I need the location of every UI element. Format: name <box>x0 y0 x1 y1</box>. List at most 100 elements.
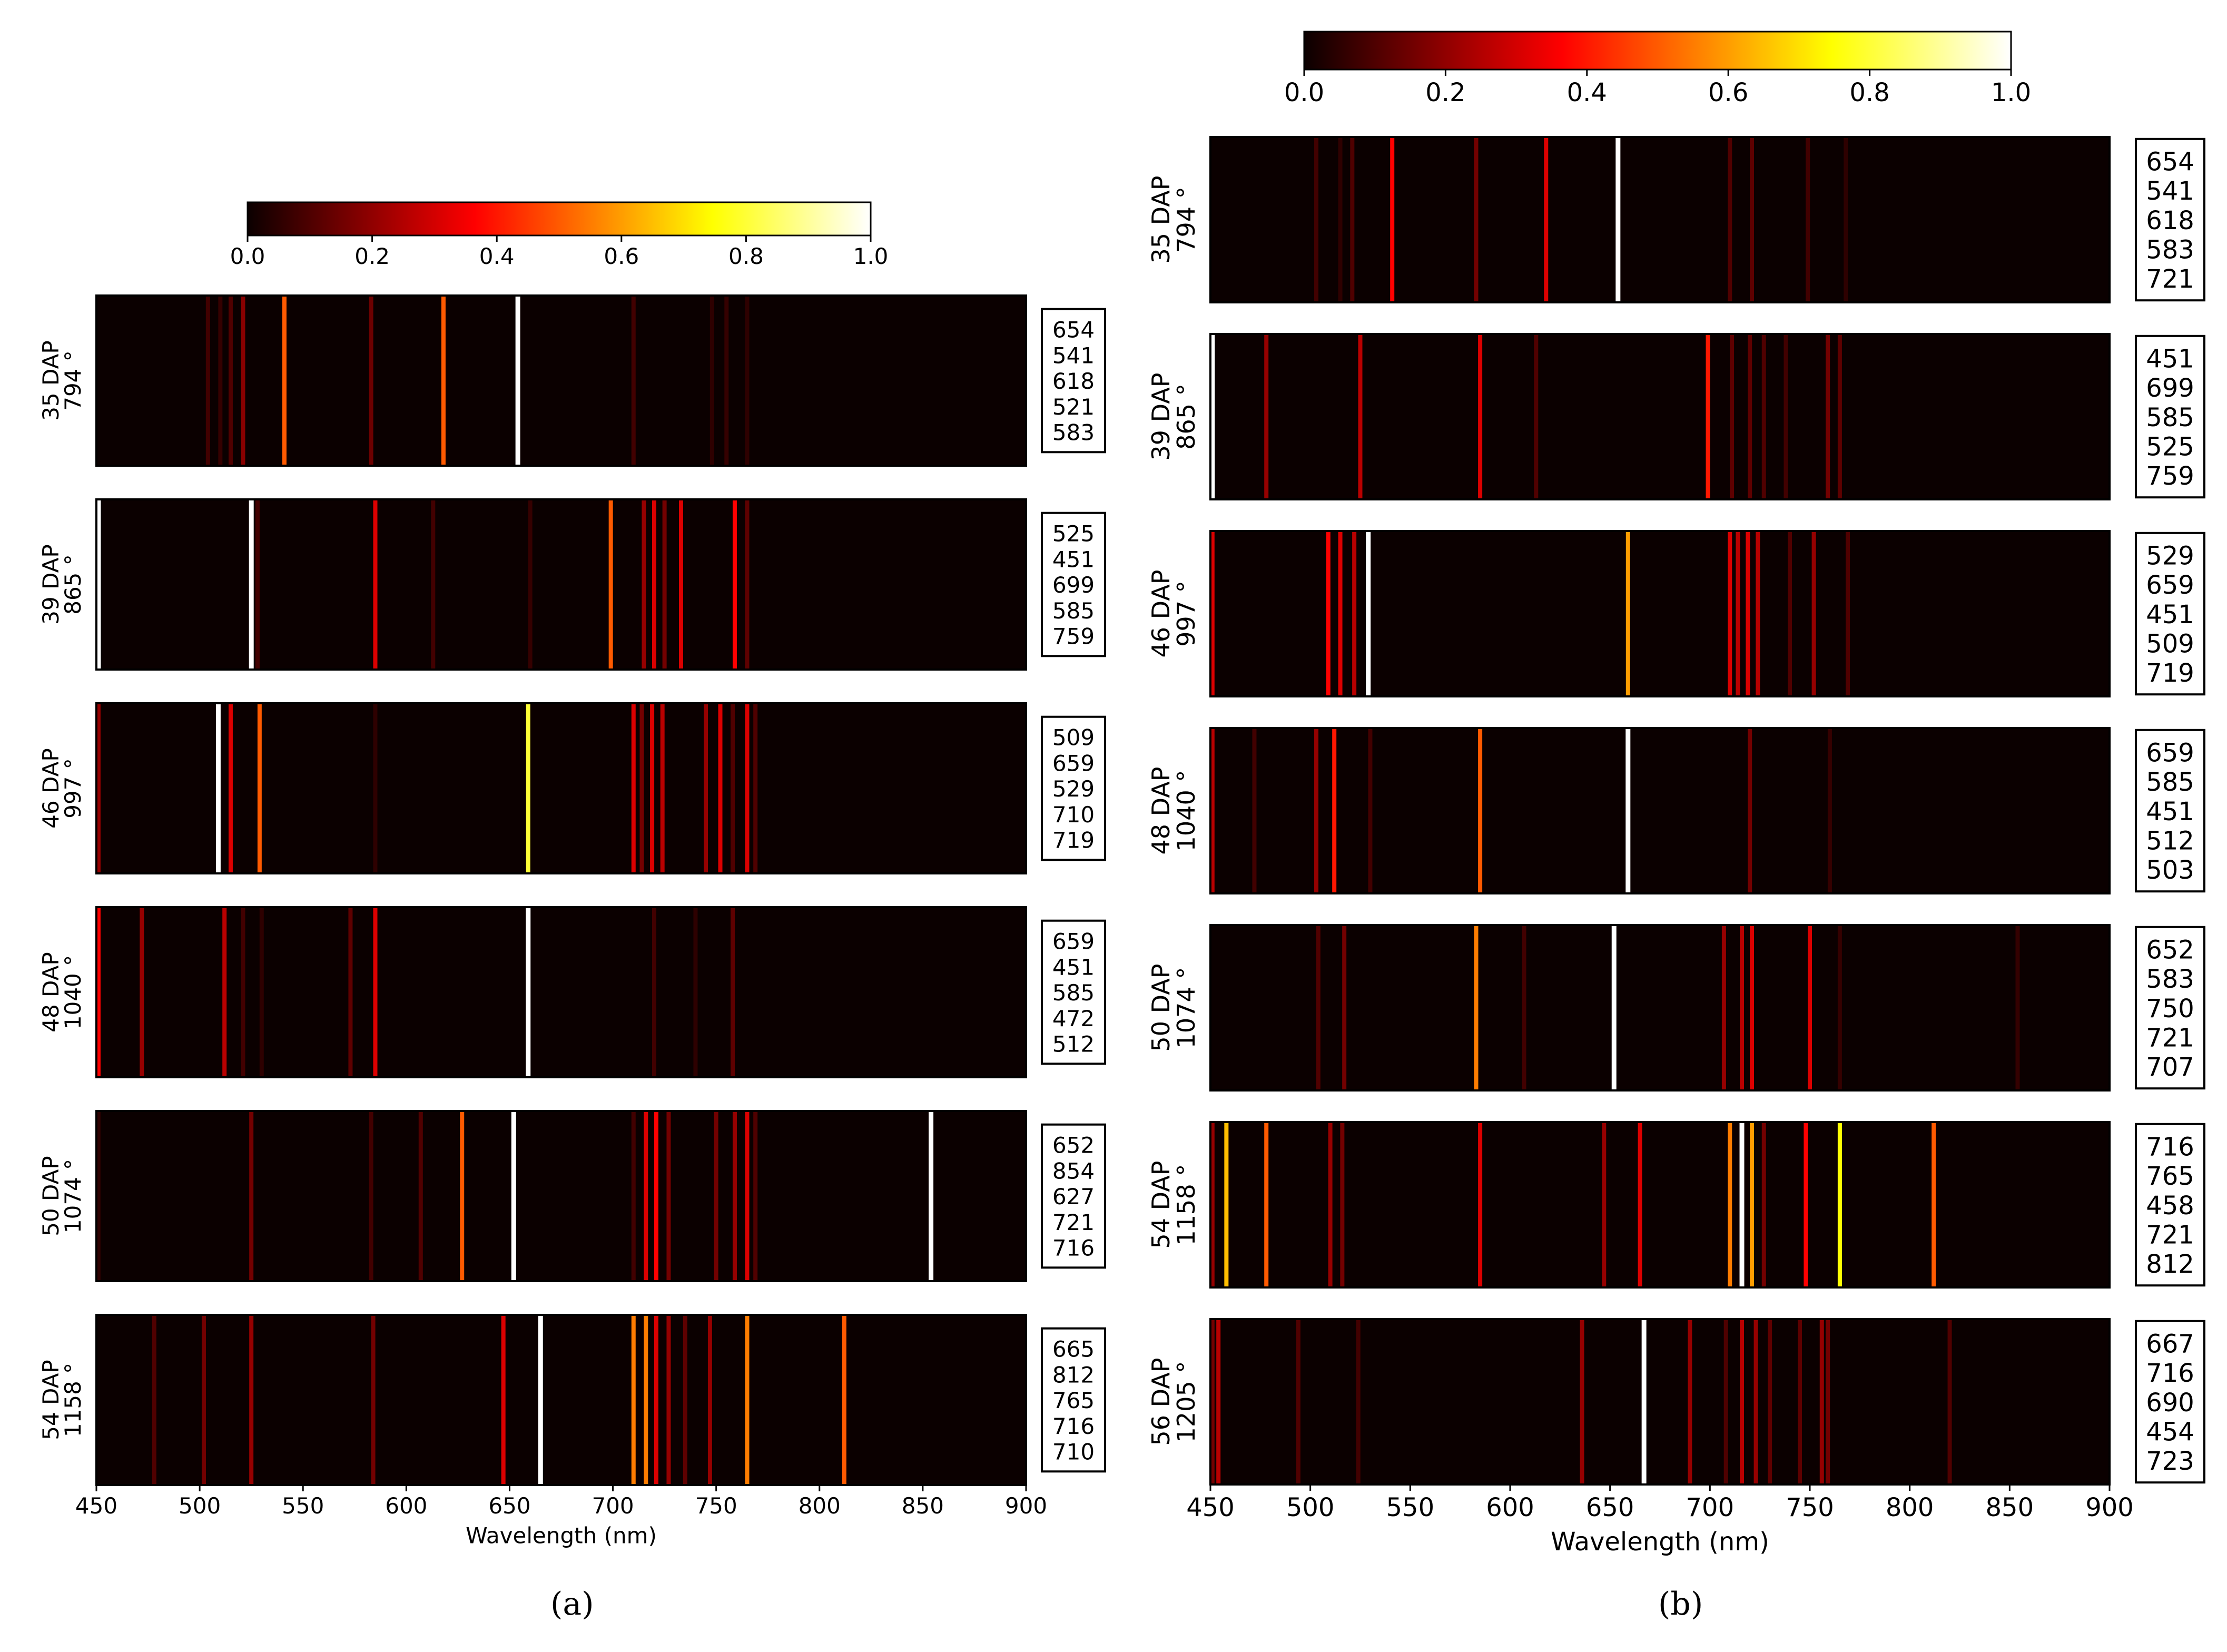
panel-b-x-tick-label: 600 <box>1486 1493 1534 1522</box>
panel-a-x-tick-label: 900 <box>1005 1493 1047 1519</box>
panel-b-row-2-band <box>1728 531 1732 696</box>
panel-a-row-2-band <box>753 703 758 873</box>
panel-b-row-6-band <box>1580 1319 1584 1484</box>
panel-a-row-0-band <box>515 296 520 466</box>
panel-b-x-tick-label: 850 <box>1986 1493 2034 1522</box>
panel-b-colorbar-tick-label: 0.0 <box>1284 78 1324 107</box>
panel-a-row-4-band <box>96 1111 101 1281</box>
panel-a-row-4-top5-value: 716 <box>1052 1235 1095 1261</box>
panel-b-row-1-frame <box>1209 333 2111 500</box>
panel-b-row-0-top5-value: 618 <box>2146 206 2194 235</box>
panel-b-row-0-background <box>1210 137 2110 302</box>
panel-b-row-4-band <box>1316 925 1321 1090</box>
panel-b-colorbar-tick-label: 1.0 <box>1991 78 2031 107</box>
panel-b-row-1-top5-value: 525 <box>2146 432 2194 461</box>
panel-a-row-2-band <box>526 703 530 873</box>
panel-a-row-3-band <box>241 907 245 1077</box>
panel-b-row-6-band <box>1356 1319 1361 1484</box>
panel-a-x-tick-label: 650 <box>488 1493 530 1519</box>
panel-b-row-2-band <box>1756 531 1760 696</box>
panel-b-row-6-band <box>1641 1319 1647 1484</box>
panel-a-row-5-top5-box <box>1041 1327 1106 1473</box>
panel-b-row-6-top5-value: 716 <box>2146 1359 2194 1388</box>
panel-a-colorbar-tick-label: 0.2 <box>354 243 390 269</box>
panel-b-row-3-band <box>1332 728 1337 893</box>
panel-b-colorbar <box>1303 31 2012 71</box>
panel-b-colorbar-tick-label: 0.6 <box>1708 78 1748 107</box>
panel-b-row-2-band <box>1788 531 1792 696</box>
panel-b-row-0-band <box>1844 137 1848 302</box>
panel-a-row-0-band <box>745 296 750 466</box>
panel-a-row-1-band <box>732 499 737 670</box>
panel-b-row-1-label: 39 DAP <box>1147 373 1175 461</box>
panel-b-row-5-band <box>1264 1122 1269 1287</box>
panel-a-row-0-label: 35 DAP <box>38 340 64 420</box>
panel-a-row-4-frame <box>95 1110 1027 1282</box>
panel-a-row-2-band <box>228 703 233 873</box>
panel-b-row-1-top5-value: 759 <box>2146 461 2194 491</box>
panel-b-row-1-band <box>1837 334 1842 499</box>
panel-a-x-axis-label: Wavelength (nm) <box>466 1523 657 1549</box>
panel-b-row-6-band <box>1210 1319 1215 1484</box>
panel-a-row-3-top5-value: 659 <box>1052 929 1095 955</box>
panel-b-row-4-band <box>1749 925 1754 1090</box>
panel-a-row-3-top5-box <box>1041 919 1106 1065</box>
panel-a-row-3-sublabel: 1040 ° <box>60 955 86 1029</box>
panel-a-row-0-band <box>631 296 636 466</box>
panel-a-row-4-top5-value: 652 <box>1052 1133 1095 1158</box>
panel-a-row-3-top5-value: 585 <box>1052 980 1095 1006</box>
panel-b-row-1-band <box>1264 334 1269 499</box>
panel-b-row-5-top5-box <box>2135 1123 2205 1287</box>
panel-b-row-0-band <box>1350 137 1355 302</box>
panel-a-row-5-band <box>249 1315 254 1485</box>
panel-b-row-3-background <box>1210 728 2110 893</box>
panel-b-row-4-frame <box>1209 924 2111 1092</box>
panel-a-row-5-band <box>501 1315 506 1485</box>
panel-b-colorbar-tick-label: 0.2 <box>1425 78 1465 107</box>
panel-a-row-4-top5-value: 721 <box>1052 1210 1095 1235</box>
panel-b-row-0-sublabel: 794 ° <box>1172 186 1200 252</box>
panel-b-row-6-top5-value: 667 <box>2146 1329 2194 1359</box>
panel-b-row-6-sublabel: 1205 ° <box>1172 1361 1200 1443</box>
panel-b-row-4-top5-value: 721 <box>2146 1023 2194 1053</box>
panel-a-row-3-top5-value: 512 <box>1052 1031 1095 1057</box>
panel-a-row-1-band <box>642 499 646 670</box>
panel-a-row-2-top5-value: 710 <box>1052 802 1095 828</box>
panel-a-row-5-background <box>96 1315 1026 1485</box>
panel-b-row-4-band <box>1740 925 1745 1090</box>
panel-a-row-2-band <box>718 703 723 873</box>
panel-a-row-2-band <box>96 703 101 873</box>
panel-b-row-2-band <box>1338 531 1343 696</box>
panel-b-row-6-band <box>1723 1319 1728 1484</box>
panel-a-row-4-band <box>745 1111 750 1281</box>
panel-a-row-5-top5-value: 665 <box>1052 1336 1095 1362</box>
panel-a-row-1-band <box>431 499 436 670</box>
panel-a-colorbar-tick-label: 1.0 <box>853 243 889 269</box>
panel-b-row-2-band <box>1746 531 1750 696</box>
panel-a-x-tick-label: 500 <box>179 1493 221 1519</box>
panel-b-row-0-label: 35 DAP <box>1147 176 1175 264</box>
panel-b-row-4-band <box>1837 925 1842 1090</box>
panel-a-row-3-band <box>348 907 353 1077</box>
panel-a-row-5-band <box>745 1315 750 1485</box>
panel-a-colorbar-tick-label: 0.4 <box>479 243 515 269</box>
panel-b-row-5-band <box>1602 1122 1607 1287</box>
panel-b-row-4-band <box>1342 925 1347 1090</box>
panel-a-row-5-band <box>683 1315 687 1485</box>
panel-b-row-6-top5-box <box>2135 1320 2205 1484</box>
panel-a-row-1-band <box>373 499 378 670</box>
panel-a-row-3-band <box>222 907 227 1077</box>
panel-a-x-tick-label: 450 <box>75 1493 117 1519</box>
panel-a-row-0-top5-value: 654 <box>1052 317 1095 343</box>
panel-b-row-6-band <box>1819 1319 1824 1484</box>
panel-a-row-0-band <box>228 296 233 466</box>
panel-b-row-6-frame <box>1209 1318 2111 1486</box>
panel-b-row-1-band <box>1761 334 1766 499</box>
caption-panel-b: (b) <box>1658 1586 1703 1622</box>
panel-a-row-4-band <box>654 1111 658 1281</box>
panel-a-row-0-band <box>441 296 446 466</box>
panel-a-row-5-top5-value: 710 <box>1052 1439 1095 1464</box>
panel-a-colorbar-tick-label: 0.0 <box>230 243 265 269</box>
panel-a-row-4-band <box>460 1111 465 1281</box>
